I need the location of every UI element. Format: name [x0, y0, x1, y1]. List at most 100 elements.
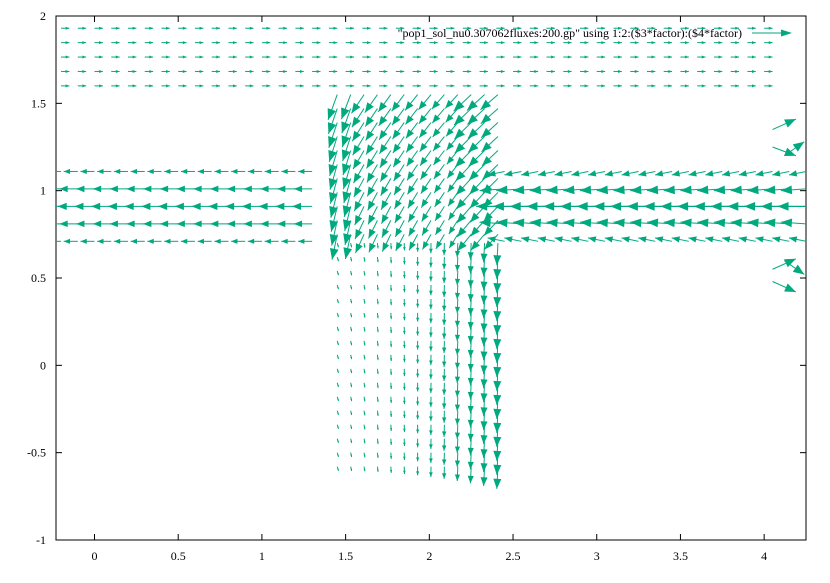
- vector-arrow-head: [467, 26, 472, 30]
- vector-arrow-head: [298, 168, 305, 174]
- vector-arrow-head: [448, 198, 455, 207]
- vector-arrow-head: [416, 247, 420, 252]
- vector-arrow-head: [403, 372, 406, 377]
- vector-arrow-head: [504, 170, 513, 177]
- vector-arrow-head: [416, 415, 420, 420]
- vector-arrow-head: [337, 370, 339, 374]
- vector-arrow-head: [149, 26, 154, 30]
- vector-arrow-head: [480, 99, 492, 110]
- vector-arrow-head: [517, 69, 522, 73]
- vector-arrow-head: [407, 171, 415, 181]
- vector-arrow-head: [92, 220, 102, 228]
- vector-arrow-head: [651, 69, 656, 73]
- vector-arrow-head: [300, 26, 304, 30]
- vector-arrow-head: [368, 228, 376, 239]
- vector-arrow-head: [752, 69, 756, 73]
- x-tick-label: 3: [594, 549, 600, 563]
- vector-arrow-head: [59, 220, 68, 228]
- vector-arrow-head: [517, 55, 522, 59]
- vector-arrow-head: [429, 346, 433, 352]
- vector-arrow-head: [454, 142, 466, 154]
- vector-arrow-head: [467, 41, 472, 45]
- vector-arrow-head: [768, 69, 773, 73]
- vector-arrow-head: [166, 26, 170, 30]
- vector-arrow-head: [551, 84, 555, 88]
- vector-arrow-head: [442, 291, 447, 298]
- vector-arrow-head: [613, 185, 625, 195]
- vector-arrow-head: [130, 238, 137, 244]
- vector-arrow-head: [484, 84, 488, 88]
- vector-arrow-head: [216, 55, 221, 59]
- vector-arrow-head: [363, 441, 366, 444]
- vector-arrow-head: [434, 198, 442, 207]
- vector-arrow-head: [429, 374, 433, 380]
- vector-arrow-head: [442, 389, 447, 396]
- vector-arrow-head: [744, 201, 756, 211]
- vector-arrow-head: [693, 201, 705, 211]
- vector-arrow-head: [454, 264, 461, 272]
- vector-arrow-head: [389, 455, 393, 459]
- vector-arrow-head: [651, 26, 656, 30]
- vector-arrow-head: [283, 41, 288, 45]
- vector-arrow-head: [80, 238, 87, 244]
- vector-arrow-head: [341, 135, 350, 148]
- vector-arrow-head: [350, 286, 353, 290]
- vector-arrow-head: [668, 26, 673, 30]
- vector-arrow-head: [768, 84, 773, 88]
- vector-arrow-head: [563, 218, 575, 228]
- vector-arrow-head: [697, 218, 709, 228]
- vector-arrow-head: [378, 115, 388, 126]
- vector-arrow-head: [389, 469, 393, 473]
- vector-arrow-head: [416, 387, 420, 392]
- vector-arrow-head: [735, 84, 740, 88]
- vector-arrow-head: [266, 84, 271, 88]
- vector-arrow-head: [389, 358, 393, 362]
- vector-arrow-head: [417, 84, 421, 88]
- vector-arrow-head: [337, 412, 339, 415]
- vector-arrow-head: [685, 55, 689, 59]
- vector-arrow-head: [113, 238, 121, 244]
- axis-ticks: 0 0.5 1 1.5 2 2.5 3 3.5 4 -1 -0.5 0 0.5 1 1.5 2: [27, 9, 806, 563]
- vector-arrow-head: [350, 300, 353, 304]
- vector-arrow-head: [394, 199, 402, 210]
- vector-arrow-head: [354, 200, 363, 212]
- vector-arrow-head: [467, 461, 474, 470]
- vector-arrow-head: [403, 247, 406, 251]
- vector-arrow-head: [342, 219, 352, 232]
- vector-arrow-head: [363, 469, 366, 472]
- vector-arrow-head: [454, 348, 461, 356]
- vector-arrow-head: [663, 185, 675, 195]
- vector-arrow-head: [487, 236, 496, 243]
- y-tick-label: 0: [40, 358, 46, 372]
- vector-arrow-head: [115, 55, 120, 59]
- vector-arrow-head: [368, 242, 376, 253]
- vector-arrow-head: [484, 26, 488, 30]
- vector-arrow-head: [405, 115, 414, 125]
- vector-arrow-head: [368, 214, 376, 225]
- vector-arrow-head: [197, 238, 204, 244]
- vector-arrow-head: [327, 122, 337, 134]
- vector-arrow-head: [65, 69, 70, 73]
- vector-arrow-head: [328, 164, 338, 176]
- vector-arrow-head: [429, 458, 433, 463]
- vector-arrow-head: [735, 69, 740, 73]
- vector-arrow-head: [534, 84, 539, 88]
- vector-arrow-head: [389, 372, 393, 376]
- vector-arrow-head: [454, 306, 461, 314]
- vector-arrow-head: [363, 287, 366, 290]
- vector-arrow-head: [764, 218, 776, 228]
- vector-arrow-head: [99, 41, 103, 45]
- vector-arrow-head: [241, 202, 251, 211]
- vector-arrow-head: [718, 55, 723, 59]
- vector-arrow-head: [329, 219, 339, 232]
- vector-arrow-head: [406, 157, 415, 167]
- vector-arrow-head: [355, 229, 363, 240]
- vector-arrow-head: [298, 238, 305, 244]
- vector-arrow-head: [454, 404, 461, 412]
- vector-arrow-head: [601, 26, 606, 30]
- vector-arrow-head: [350, 245, 353, 248]
- vector-arrow-head: [350, 412, 353, 416]
- vector-arrow-head: [381, 214, 389, 224]
- vector-arrow-head: [403, 414, 406, 419]
- vector-arrow-head: [191, 202, 201, 211]
